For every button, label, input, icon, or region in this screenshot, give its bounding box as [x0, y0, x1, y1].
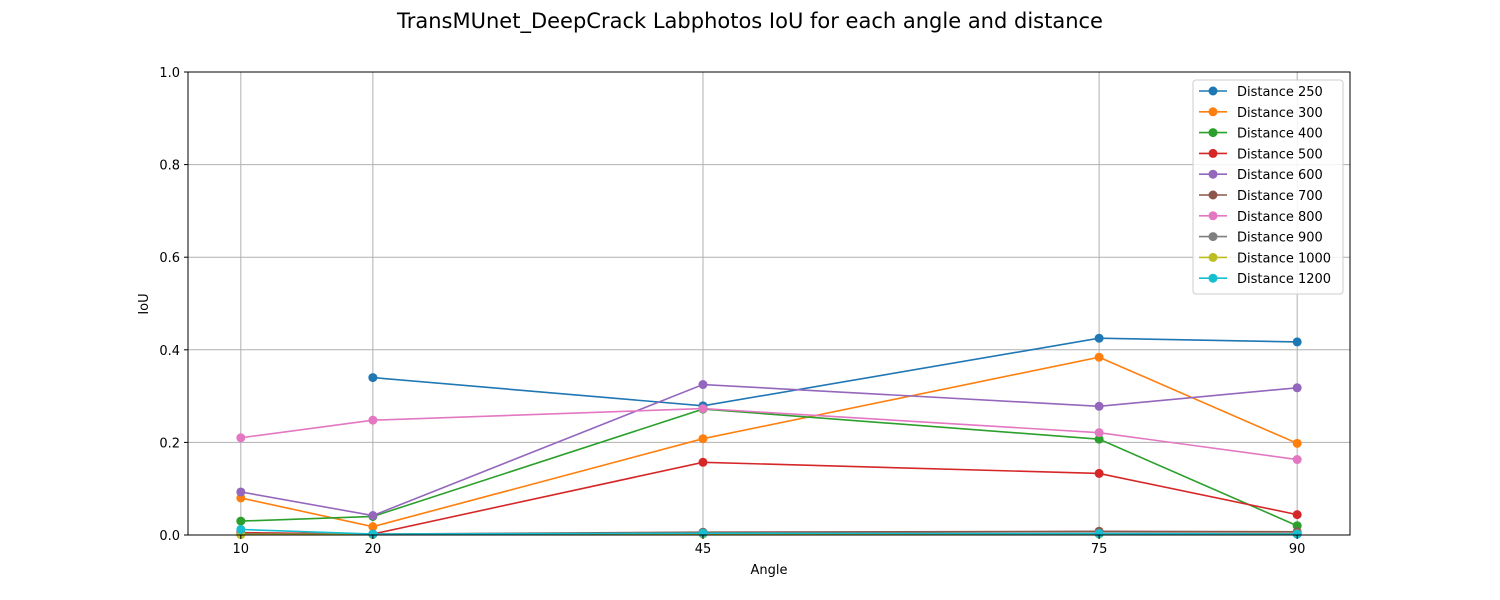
legend-marker: [1208, 169, 1218, 179]
series-line: [240, 408, 1298, 527]
data-point: [368, 529, 378, 539]
data-point: [368, 415, 378, 425]
y-tick-label: 0.8: [159, 159, 180, 174]
legend-marker: [1208, 211, 1218, 221]
data-point: [698, 404, 708, 414]
series-7: [236, 404, 1302, 465]
x-tick-label: 90: [1289, 542, 1306, 557]
series-line: [240, 461, 1298, 535]
series-4: [236, 457, 1302, 539]
data-point: [1292, 337, 1302, 347]
plot-frame: [187, 71, 1351, 536]
data-point: [1292, 455, 1302, 465]
x-axis-label: Angle: [751, 563, 788, 578]
legend-item: Distance 1000: [1199, 251, 1331, 266]
data-point: [1094, 333, 1104, 343]
series-line: [372, 337, 1298, 407]
series-3: [236, 404, 1302, 531]
y-tick-label: 0.6: [159, 251, 180, 266]
legend-item: Distance 700: [1199, 189, 1323, 204]
data-point: [1094, 468, 1104, 478]
data-point: [1292, 510, 1302, 520]
data-point: [236, 524, 246, 534]
data-point: [698, 434, 708, 444]
data-point: [1292, 383, 1302, 393]
legend-marker: [1208, 86, 1218, 96]
legend-label: Distance 500: [1237, 147, 1323, 162]
y-tick-label: 0.2: [159, 436, 180, 451]
legend-item: Distance 1200: [1199, 272, 1331, 287]
legend-item: Distance 900: [1199, 231, 1323, 246]
y-tick-label: 0.4: [159, 344, 180, 359]
grid: [188, 71, 1350, 536]
legend-label: Distance 700: [1237, 189, 1323, 204]
legend-label: Distance 300: [1237, 106, 1323, 121]
series-1: [368, 333, 1302, 411]
series-10: [236, 524, 1302, 539]
x-tick-label: 75: [1091, 542, 1108, 557]
legend-box: [1192, 79, 1344, 295]
data-point: [368, 522, 378, 532]
legend-item: Distance 300: [1199, 106, 1323, 121]
legend-label: Distance 600: [1237, 168, 1323, 183]
legend-item: Distance 400: [1199, 127, 1323, 142]
x-tick-label: 45: [695, 542, 712, 557]
data-point: [1292, 438, 1302, 448]
legend-item: Distance 800: [1199, 210, 1323, 225]
legend-item: Distance 250: [1199, 85, 1323, 100]
data-point: [1094, 401, 1104, 411]
legend-label: Distance 1000: [1237, 251, 1331, 266]
data-point: [1094, 352, 1104, 362]
legend-marker: [1208, 107, 1218, 117]
data-point: [368, 511, 378, 521]
legend-marker: [1208, 128, 1218, 138]
data-point: [1094, 434, 1104, 444]
x-tick-label: 20: [365, 542, 382, 557]
legend-marker: [1208, 148, 1218, 158]
series-2: [236, 352, 1302, 532]
data-point: [368, 373, 378, 383]
y-tick-label: 1.0: [159, 66, 180, 81]
data-point: [698, 457, 708, 467]
legend-label: Distance 1200: [1237, 272, 1331, 287]
legend-item: Distance 600: [1199, 168, 1323, 183]
ticks: 10 20 45 75 90 0.0 0.2 0.4 0.6 0.8 1.0: [159, 66, 1305, 557]
data-point: [1292, 529, 1302, 539]
legend: Distance 250 Distance 300 Distance 400 Dist…: [1192, 79, 1344, 295]
data-point: [698, 380, 708, 390]
data-point: [236, 487, 246, 497]
legend-marker: [1208, 252, 1218, 262]
data-point: [1094, 428, 1104, 438]
series-5: [236, 380, 1302, 521]
series-line: [240, 407, 1298, 461]
data-point: [236, 516, 246, 526]
legend-label: Distance 250: [1237, 85, 1323, 100]
legend-marker: [1208, 190, 1218, 200]
series-line: [240, 383, 1298, 517]
legend-label: Distance 800: [1237, 210, 1323, 225]
chart-title: TransMUnet_DeepCrack Labphotos IoU for e…: [396, 9, 1103, 34]
legend-label: Distance 400: [1237, 127, 1323, 142]
data-point: [1094, 529, 1104, 539]
legend-label: Distance 900: [1237, 231, 1323, 246]
legend-marker: [1208, 273, 1218, 283]
legend-marker: [1208, 232, 1218, 242]
legend-item: Distance 500: [1199, 147, 1323, 162]
y-tick-label: 0.0: [159, 529, 180, 544]
y-axis-label: IoU: [137, 293, 152, 314]
series-layer: [236, 333, 1302, 540]
x-tick-label: 10: [233, 542, 250, 557]
data-point: [236, 433, 246, 443]
